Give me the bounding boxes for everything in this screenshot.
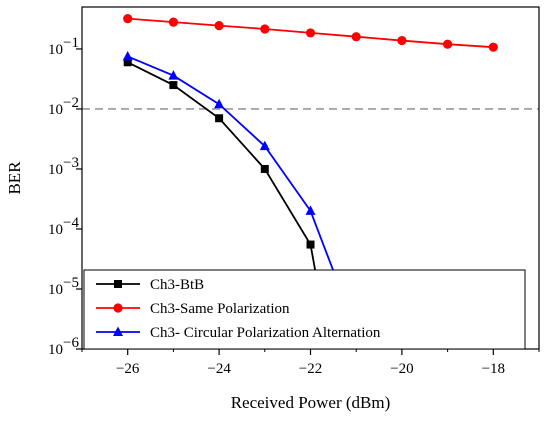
y-tick-label: 10: [48, 162, 63, 178]
y-tick-label: 10: [48, 342, 63, 358]
data-point-circle: [351, 32, 361, 42]
series-2: [123, 14, 498, 52]
legend-label: Ch3-BtB: [150, 277, 204, 293]
y-tick-label: 10: [48, 42, 63, 58]
y-axis-title: BER: [5, 161, 24, 195]
y-tick-label: 10: [48, 222, 63, 238]
data-point-circle: [397, 35, 407, 46]
legend-entry: Ch3- Circular Polarization Alternation: [96, 325, 381, 341]
data-point-circle: [113, 303, 123, 313]
y-tick-exponent: −3: [63, 155, 79, 171]
data-point-circle: [168, 17, 178, 27]
y-tick-exponent: −5: [63, 275, 79, 291]
y-tick-label: 10: [48, 102, 63, 118]
legend-box: [83, 269, 526, 350]
legend-label: Ch3-Same Polarization: [150, 301, 290, 317]
data-point-triangle: [305, 205, 316, 215]
series-line: [127, 55, 344, 296]
data-point-circle: [443, 39, 453, 49]
data-point-circle: [260, 24, 270, 34]
legend-entry: Ch3-Same Polarization: [96, 301, 290, 317]
data-point-circle: [214, 20, 224, 31]
data-point-circle: [305, 28, 316, 38]
data-point-triangle: [122, 50, 133, 61]
legend-label: Ch3- Circular Polarization Alternation: [150, 325, 381, 341]
legend-entry: Ch3-BtB: [96, 277, 204, 293]
data-point-triangle: [259, 140, 270, 151]
series-line: [127, 61, 321, 295]
series-layer: [122, 14, 498, 299]
x-tick-label: −26: [116, 361, 140, 377]
x-tick-label: −22: [299, 361, 322, 377]
x-tick-label: −18: [482, 361, 505, 377]
y-tick-exponent: −1: [63, 35, 79, 51]
data-point-circle: [123, 14, 133, 24]
data-point-triangle: [113, 326, 123, 336]
y-tick-exponent: −2: [63, 95, 79, 111]
y-tick-exponent: −4: [63, 215, 79, 231]
y-tick-exponent: −6: [63, 335, 79, 351]
x-tick-label: −24: [207, 361, 231, 377]
data-point-square: [114, 280, 122, 288]
y-tick-label: 10: [48, 282, 63, 298]
data-point-triangle: [168, 70, 179, 80]
data-point-square: [169, 81, 178, 90]
x-axis-title: Received Power (dBm): [231, 393, 391, 412]
data-point-square: [306, 240, 315, 249]
series-1: [123, 58, 324, 299]
data-point-square: [260, 164, 269, 173]
data-point-square: [123, 58, 132, 67]
data-point-triangle: [214, 98, 225, 109]
x-tick-label: −20: [390, 361, 413, 377]
data-point-circle: [488, 42, 498, 52]
data-point-square: [215, 114, 224, 123]
legend: Ch3-BtB Ch3-Same Polarization Ch3- Circula…: [83, 269, 526, 350]
